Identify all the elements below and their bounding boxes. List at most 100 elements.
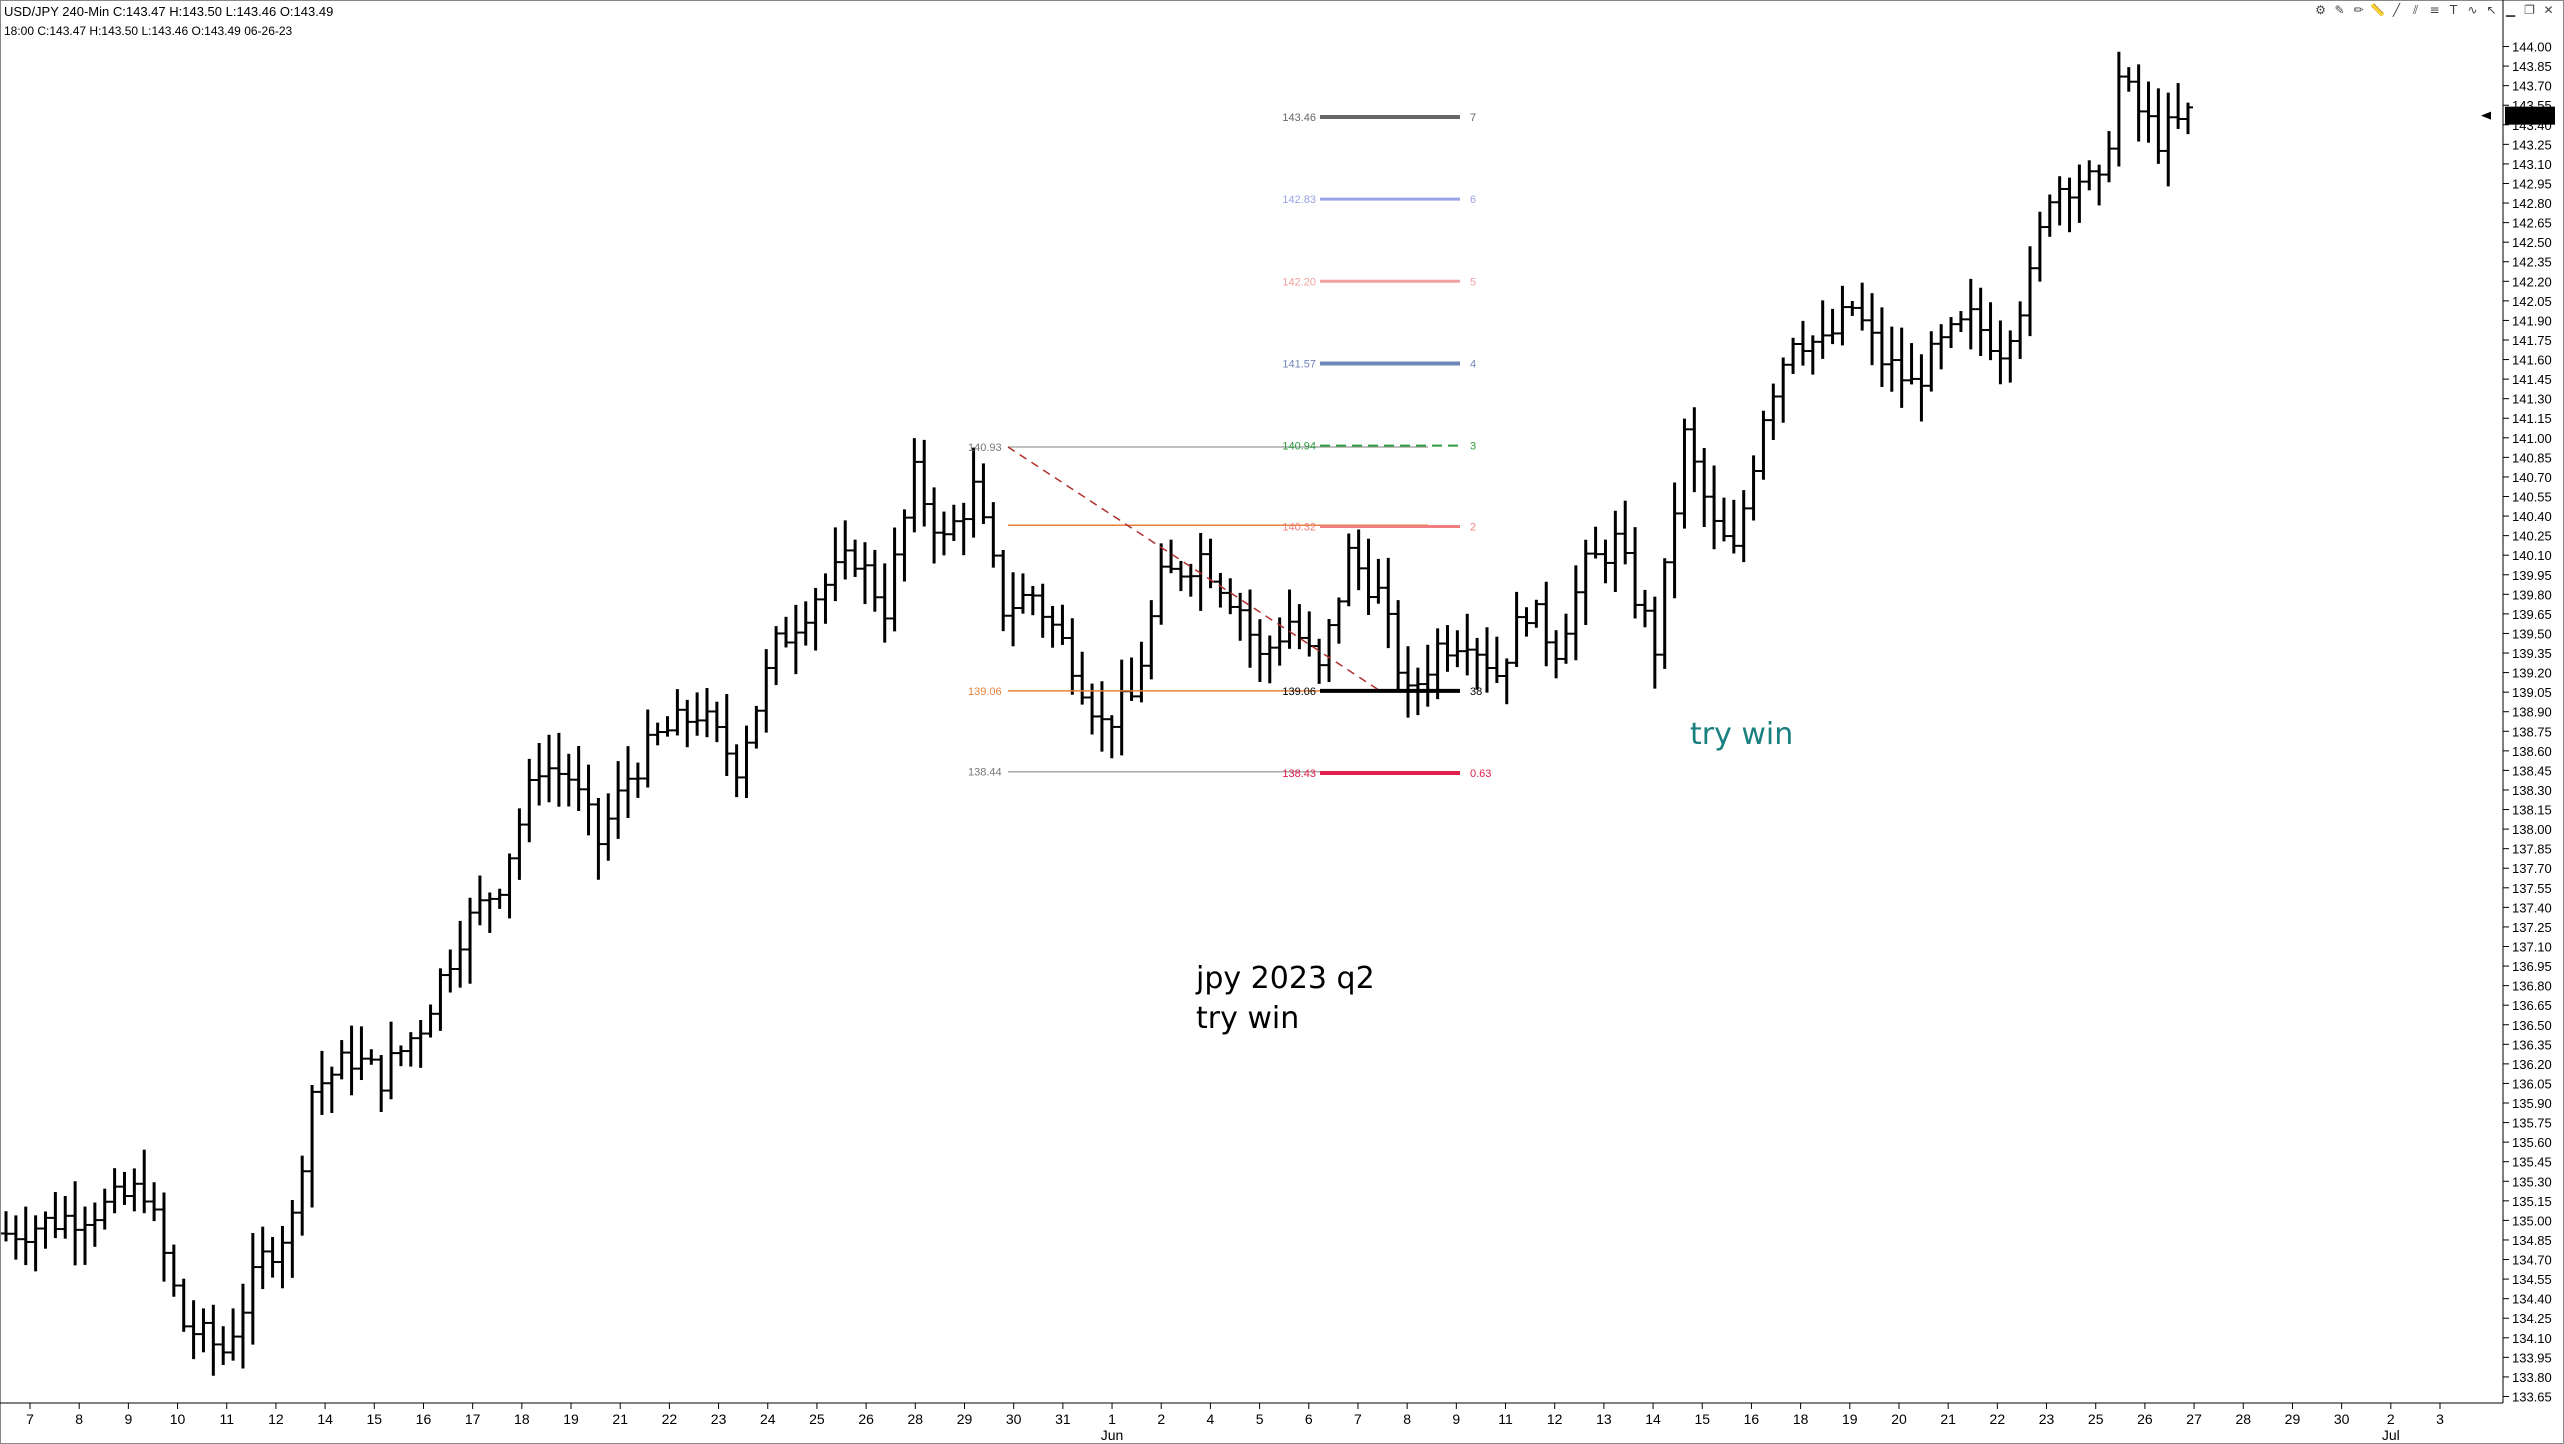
price-tick-label: 137.85 <box>2512 842 2552 857</box>
price-tick-label: 139.05 <box>2512 685 2552 700</box>
price-tick-label: 142.80 <box>2512 196 2552 211</box>
time-tick-label: 7 <box>26 1411 34 1427</box>
price-tick-label: 140.40 <box>2512 509 2552 524</box>
ohlc-bar <box>1600 539 1611 584</box>
ohlc-bar <box>1452 630 1463 668</box>
restore-icon[interactable]: ❐ <box>2524 3 2535 17</box>
ohlc-bar <box>2005 330 2016 383</box>
ohlc-bar <box>346 1025 357 1096</box>
ohlc-bar <box>1264 635 1275 684</box>
price-tick-label: 136.65 <box>2512 998 2552 1013</box>
time-tick-label: 2 <box>2387 1411 2395 1427</box>
time-tick-label: 18 <box>1793 1411 1809 1427</box>
ohlc-bar <box>1847 300 1858 316</box>
channel-tool-icon[interactable]: ⫽ <box>2412 3 2419 17</box>
ohlc-bar <box>2163 92 2174 187</box>
price-tick-label: 135.90 <box>2512 1096 2552 1111</box>
fib-left-label: 140.93 <box>968 442 1002 454</box>
ohlc-bar <box>1926 331 1937 392</box>
ohlc-bar <box>899 509 910 582</box>
text-tool-icon[interactable]: T <box>2449 3 2458 17</box>
ohlc-bar <box>1709 465 1720 550</box>
price-tick-label: 135.75 <box>2512 1116 2552 1131</box>
fib-diagonal <box>1007 446 1381 692</box>
trend-icon[interactable]: ∿ <box>2467 3 2478 17</box>
close-icon[interactable]: ✕ <box>2543 3 2554 17</box>
time-axis[interactable]: 7 8 9 10 11 12 14 15 16 17 18 19 21 22 23 24 25 26 28 29 30 3… <box>26 1403 2444 1443</box>
price-axis[interactable]: 144.00143.85143.70143.55143.40143.25143.… <box>2481 40 2555 1405</box>
ohlc-bar <box>1906 343 1917 385</box>
ohlc-bar <box>139 1149 150 1214</box>
ohlc-bar <box>218 1326 229 1365</box>
ohlc-bar <box>2025 246 2036 337</box>
ruler-icon[interactable]: 📏 <box>2370 3 2385 17</box>
fib-tool-icon[interactable]: ≡ <box>2429 3 2440 17</box>
ohlc-bar <box>1333 597 1344 644</box>
ohlc-bar <box>1225 578 1236 615</box>
last-price-label: 143.47 <box>2509 109 2549 124</box>
ohlc-bar <box>741 725 752 798</box>
ohlc-bar <box>652 722 663 746</box>
ohlc-bar <box>938 511 949 556</box>
ohlc-bar <box>1649 596 1660 689</box>
price-tick-label: 138.75 <box>2512 724 2552 739</box>
price-tick-label: 135.00 <box>2512 1213 2552 1228</box>
ohlc-bar <box>237 1283 248 1369</box>
price-tick-label: 141.60 <box>2512 353 2552 368</box>
fib-left-label: 139.06 <box>968 686 1002 698</box>
price-tick-label: 142.20 <box>2512 274 2552 289</box>
settings-icon[interactable]: ⚙ <box>2315 3 2326 17</box>
line-tool-icon[interactable]: ╱ <box>2392 3 2401 17</box>
ohlc-bar <box>1916 354 1927 422</box>
ohlc-bar <box>948 504 959 541</box>
month-label: Jun <box>1101 1427 1124 1443</box>
price-tick-label: 142.35 <box>2512 255 2552 270</box>
time-tick-label: 20 <box>1891 1411 1907 1427</box>
fib-left-label: 138.44 <box>968 767 1002 779</box>
ohlc-bar <box>2015 301 2026 359</box>
drawing-icon[interactable]: ✎ <box>2334 3 2345 17</box>
fib-extension-price: 142.83 <box>1282 194 1316 206</box>
time-tick-label: 23 <box>2039 1411 2055 1427</box>
ohlc-bar <box>2104 131 2115 183</box>
pencil-icon[interactable]: ✏ <box>2353 3 2364 17</box>
ohlc-bar <box>2113 51 2124 167</box>
price-tick-label: 133.95 <box>2512 1350 2552 1365</box>
ohlc-bar <box>109 1168 120 1214</box>
price-tick-label: 144.00 <box>2512 40 2552 55</box>
minimize-icon[interactable]: ▁ <box>2505 3 2516 17</box>
ohlc-bar <box>2133 64 2144 142</box>
ohlc-bar <box>563 753 574 807</box>
time-tick-label: 19 <box>1842 1411 1858 1427</box>
ohlc-bar <box>1857 282 1868 331</box>
ohlc-bar <box>1985 302 1996 361</box>
ohlc-bar <box>593 798 604 880</box>
ohlc-bar <box>929 487 940 564</box>
price-tick-label: 139.80 <box>2512 587 2552 602</box>
time-tick-label: 15 <box>1694 1411 1710 1427</box>
time-tick-label: 26 <box>858 1411 874 1427</box>
ohlc-bar <box>731 744 742 798</box>
ohlc-bar <box>1551 630 1562 679</box>
ohlc-bar <box>790 604 801 675</box>
ohlc-bar <box>1422 644 1433 707</box>
ohlc-bar <box>1442 625 1453 672</box>
ohlc-bar <box>10 1215 21 1260</box>
ohlc-bar <box>613 761 624 839</box>
ohlc-bar <box>1570 565 1581 661</box>
ohlc-bar <box>1758 410 1769 480</box>
ohlc-bar <box>386 1021 397 1100</box>
ohlc-bar <box>287 1200 298 1278</box>
price-tick-label: 135.15 <box>2512 1194 2552 1209</box>
ohlc-bar <box>1294 604 1305 650</box>
cursor-icon[interactable]: ↖ <box>2486 3 2497 17</box>
price-tick-label: 136.20 <box>2512 1057 2552 1072</box>
ohlc-bar <box>751 705 762 749</box>
ohlc-bar <box>178 1278 189 1332</box>
ohlc-bar <box>1521 607 1532 637</box>
ohlc-bar <box>1245 589 1256 668</box>
ohlc-bar <box>682 699 693 748</box>
ohlc-bar <box>1788 337 1799 374</box>
ohlc-bar <box>307 1085 318 1208</box>
